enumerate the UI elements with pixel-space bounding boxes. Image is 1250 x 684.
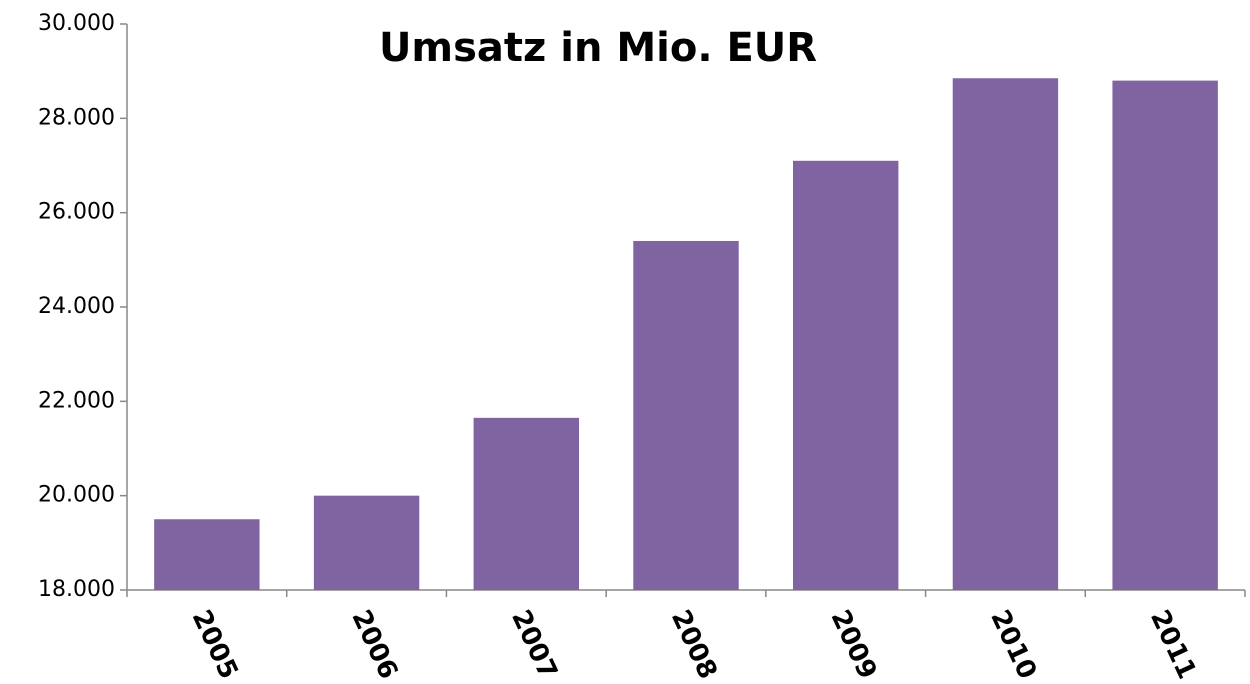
y-tick-label: 20.000: [38, 483, 115, 508]
x-tick-label: 2010: [984, 605, 1042, 683]
x-tick-label: 2011: [1144, 605, 1202, 683]
x-tick-label: 2008: [665, 605, 723, 683]
y-tick-label: 18.000: [38, 577, 115, 602]
bar: [952, 78, 1059, 590]
y-tick-label: 26.000: [38, 200, 115, 225]
x-tick-label: 2006: [345, 605, 403, 683]
y-tick-label: 24.000: [38, 294, 115, 319]
bar: [793, 160, 899, 591]
bar: [313, 495, 420, 590]
y-tick-label: 30.000: [38, 11, 115, 36]
y-tick-label: 28.000: [38, 105, 115, 130]
x-tick-label: 2005: [186, 605, 244, 683]
y-tick-label: 22.000: [38, 388, 115, 413]
bar: [154, 519, 260, 590]
bar: [633, 240, 739, 590]
bar: [473, 417, 579, 590]
x-tick-label: 2009: [825, 605, 883, 683]
bar: [1112, 80, 1218, 590]
chart-title: Umsatz in Mio. EUR: [379, 25, 817, 71]
x-tick-label: 2007: [505, 605, 563, 683]
